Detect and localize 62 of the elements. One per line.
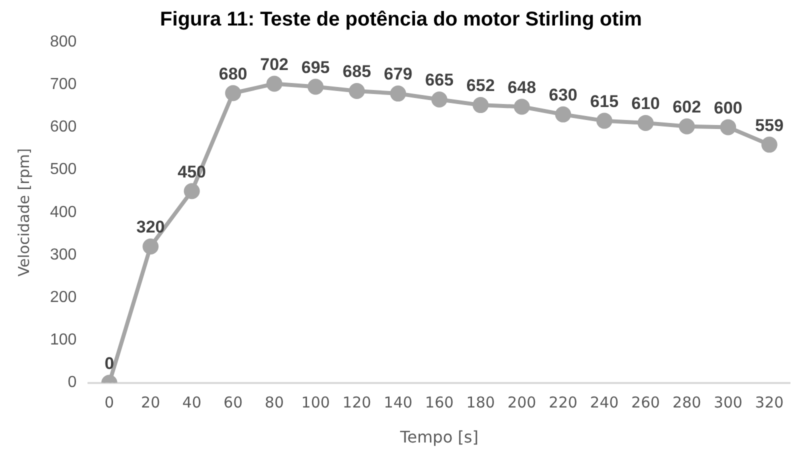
point — [266, 76, 282, 92]
point — [225, 85, 242, 102]
data-label: 630 — [548, 86, 578, 105]
x-tick-label: 260 — [631, 394, 660, 412]
x-tick-label: 140 — [384, 394, 412, 412]
y-tick-label: 600 — [50, 118, 77, 136]
data-label: 695 — [301, 58, 330, 77]
x-tick-label: 100 — [301, 394, 330, 412]
y-tick-label: 800 — [50, 33, 77, 50]
x-tick-label: 300 — [714, 394, 742, 412]
y-tick-label: 200 — [50, 289, 77, 306]
data-label: 702 — [260, 54, 289, 74]
y-tick-label: 0 — [68, 374, 77, 392]
data-label: 600 — [714, 98, 742, 118]
x-tick-label: 160 — [425, 394, 454, 412]
point — [514, 98, 530, 115]
x-tick-label: 320 — [755, 394, 784, 412]
y-tick-label: 300 — [50, 246, 77, 264]
point — [308, 78, 324, 95]
data-label: 559 — [755, 116, 784, 135]
data-label: 679 — [384, 64, 412, 84]
x-tick-label: 200 — [508, 394, 536, 412]
data-label: 680 — [218, 64, 248, 84]
point — [761, 136, 778, 153]
x-tick-label: 280 — [672, 394, 702, 412]
point — [596, 112, 612, 129]
point — [638, 114, 654, 131]
x-tick-label: 60 — [224, 394, 243, 412]
y-tick-label: 100 — [50, 332, 77, 349]
point — [678, 118, 695, 134]
data-label: 615 — [590, 92, 619, 111]
data-label: 602 — [672, 98, 702, 117]
point — [431, 92, 448, 108]
y-axis-title: Velocidade [rpm] — [14, 148, 33, 277]
x-tick-label: 20 — [141, 394, 160, 412]
x-tick-label: 0 — [104, 394, 114, 412]
y-tick-label: 700 — [50, 76, 77, 94]
data-label: 665 — [425, 70, 454, 90]
x-tick-label: 240 — [590, 394, 619, 412]
data-label: 685 — [342, 62, 372, 82]
data-label: 0 — [104, 354, 114, 373]
point — [348, 82, 365, 99]
data-label: 610 — [631, 94, 660, 114]
x-tick-label: 220 — [548, 394, 578, 412]
data-label: 450 — [178, 162, 206, 182]
x-tick-label: 180 — [466, 394, 495, 412]
point — [720, 119, 736, 136]
y-tick-label: 400 — [50, 204, 77, 221]
data-label: 320 — [136, 218, 165, 237]
point — [184, 183, 200, 200]
x-axis-title: Tempo [s] — [399, 428, 479, 447]
point — [390, 86, 406, 102]
x-tick-label: 40 — [182, 394, 202, 412]
x-tick-label: 120 — [342, 394, 372, 412]
point — [142, 238, 159, 254]
data-label: 648 — [508, 78, 536, 97]
y-tick-label: 500 — [50, 161, 77, 178]
point — [555, 106, 572, 122]
point — [472, 97, 489, 114]
data-label: 652 — [466, 76, 495, 96]
chart-title: Figura 11: Teste de potência do motor Stirling otim — [160, 8, 642, 31]
x-tick-label: 80 — [264, 394, 284, 412]
